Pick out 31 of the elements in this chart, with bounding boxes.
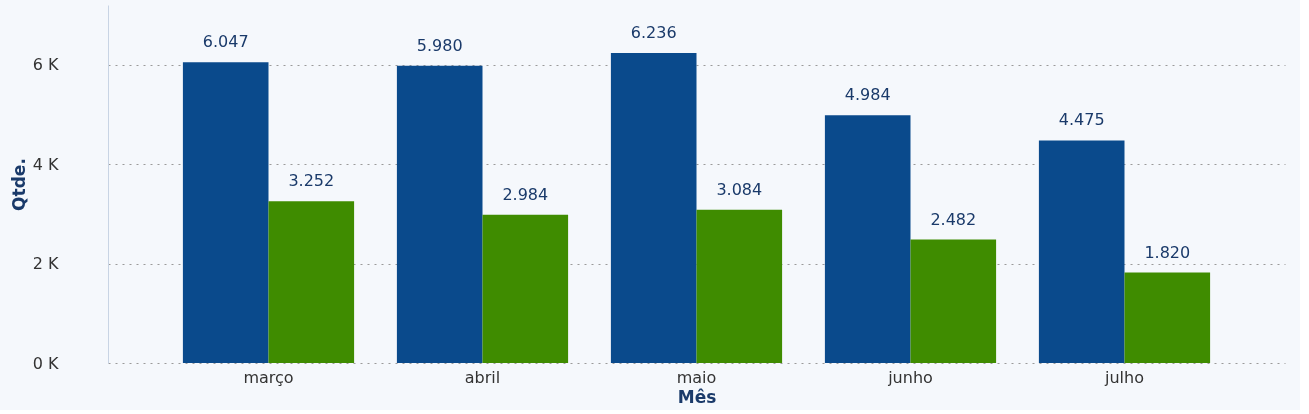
x-tick-label: maio xyxy=(676,367,717,387)
y-tick-label: 6 K xyxy=(32,55,59,75)
data-label: 2.984 xyxy=(502,184,549,204)
bar xyxy=(910,239,997,363)
y-axis-title: Qtde. xyxy=(8,158,29,211)
data-label: 3.252 xyxy=(288,171,335,191)
bar xyxy=(610,52,697,363)
x-tick-label: abril xyxy=(464,367,501,387)
y-tick-label: 0 K xyxy=(32,353,59,373)
bar xyxy=(1124,272,1211,363)
data-label: 2.482 xyxy=(930,209,977,229)
data-label: 6.047 xyxy=(202,32,249,52)
data-label: 6.236 xyxy=(630,22,677,42)
x-tick-label: março xyxy=(243,367,294,387)
data-label: 4.475 xyxy=(1058,110,1105,130)
bar xyxy=(482,214,569,363)
bar xyxy=(268,201,355,363)
data-label: 5.980 xyxy=(416,35,463,55)
x-tick-label: junho xyxy=(887,367,933,387)
data-label: 1.820 xyxy=(1144,242,1191,262)
y-tick-label: 4 K xyxy=(32,154,59,174)
bar xyxy=(1038,140,1125,363)
bar xyxy=(396,65,483,363)
bar xyxy=(696,209,783,363)
data-label: 4.984 xyxy=(844,85,891,105)
bar xyxy=(824,115,911,363)
data-label: 3.084 xyxy=(716,179,763,199)
bar xyxy=(182,62,269,363)
y-tick-label: 2 K xyxy=(32,254,59,274)
x-axis-title: Mês xyxy=(677,386,717,407)
x-tick-label: julho xyxy=(1104,367,1144,387)
